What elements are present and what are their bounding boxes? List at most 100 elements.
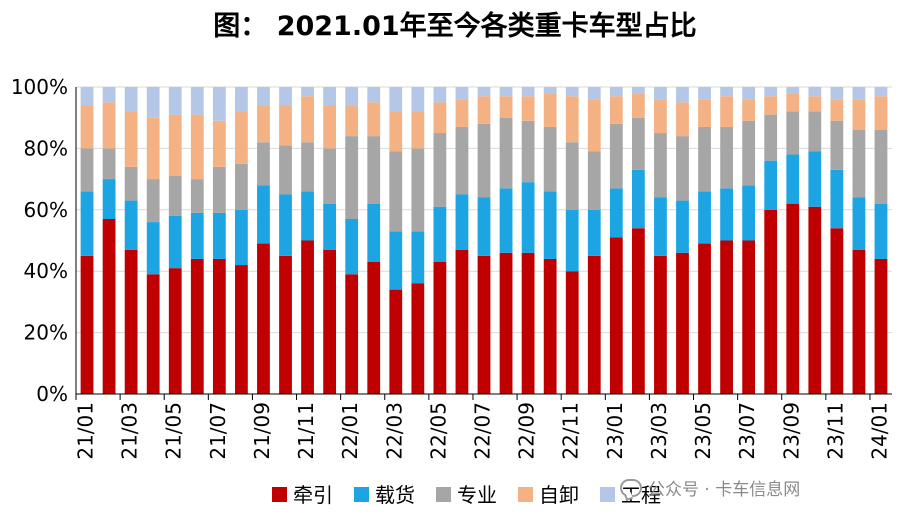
bar-segment: [102, 87, 116, 103]
legend-swatch: [518, 487, 533, 502]
bar-segment: [587, 87, 601, 100]
bar-segment: [433, 87, 447, 103]
bar-segment: [301, 191, 314, 241]
bar-segment: [543, 258, 557, 394]
bar-segment: [235, 111, 248, 164]
bar-segment: [477, 255, 491, 394]
bar-segment: [499, 188, 513, 253]
y-tick-label: 40%: [24, 259, 68, 283]
bar-segment: [212, 120, 226, 167]
bar-segment: [168, 215, 182, 269]
bar-segment: [565, 209, 579, 272]
legend-swatch: [600, 487, 615, 502]
bar-segment: [676, 87, 689, 103]
bar-segment: [80, 87, 94, 106]
bar-segment: [808, 87, 822, 97]
bar-column: [301, 87, 314, 394]
bar-segment: [389, 151, 403, 232]
x-tick-label: 22/01: [338, 402, 362, 460]
bar-segment: [587, 209, 601, 256]
bar-segment: [257, 142, 270, 186]
x-tick-label: 21/01: [74, 402, 98, 460]
x-tick-label: 23/09: [779, 402, 803, 460]
bar-segment: [301, 240, 314, 394]
bar-segment: [786, 87, 800, 94]
bar-column: [499, 87, 513, 394]
bar-column: [190, 87, 204, 394]
bar-segment: [190, 212, 204, 259]
bar-segment: [786, 154, 800, 204]
bar-segment: [631, 117, 645, 170]
bar-segment: [367, 261, 381, 394]
bar-column: [102, 87, 116, 394]
bar-segment: [146, 179, 160, 223]
bar-segment: [212, 212, 226, 259]
x-tick-label: 21/05: [162, 402, 186, 460]
bar-segment: [521, 182, 535, 253]
bar-segment: [235, 163, 248, 210]
bar-segment: [367, 203, 381, 262]
bar-segment: [279, 105, 292, 146]
bar-segment: [323, 148, 337, 204]
bar-segment: [654, 87, 667, 100]
y-tick-labels: 0% 20% 40% 60% 80% 100%: [11, 75, 68, 406]
bar-segment: [521, 252, 535, 394]
bar-segment: [720, 126, 733, 189]
bar-segment: [543, 87, 557, 94]
bar-segment: [565, 271, 579, 394]
x-tick-label: 22/11: [559, 402, 583, 460]
bar-segment: [345, 219, 359, 275]
bar-segment: [698, 243, 711, 394]
x-tick-label: 23/07: [735, 402, 759, 460]
bar-column: [830, 87, 844, 394]
legend-swatch: [436, 487, 451, 502]
bar-segment: [477, 123, 491, 198]
bar-segment: [455, 194, 469, 250]
bar-segment: [631, 228, 645, 394]
bar-column: [433, 87, 447, 394]
legend-label: 载货: [375, 483, 415, 507]
bar-segment: [676, 102, 689, 137]
bar-segment: [301, 96, 314, 143]
bar-segment: [411, 87, 425, 112]
bar-segment: [676, 136, 689, 201]
bar-segment: [609, 237, 623, 394]
bar-segment: [808, 151, 822, 207]
x-tick-label: 22/03: [382, 402, 406, 460]
bar-segment: [631, 93, 645, 118]
bar-segment: [874, 87, 888, 97]
bar-column: [852, 87, 866, 394]
bar-segment: [102, 179, 116, 220]
bar-segment: [477, 96, 491, 124]
bar-segment: [742, 99, 756, 121]
bar-column: [764, 87, 778, 394]
bar-segment: [609, 188, 623, 238]
x-tick-label: 22/09: [515, 402, 539, 460]
bar-segment: [212, 258, 226, 394]
bar-segment: [367, 87, 381, 103]
bar-segment: [764, 87, 778, 97]
bar-segment: [124, 87, 138, 112]
bar-segment: [323, 249, 337, 394]
bar-column: [279, 87, 292, 394]
bar-column: [323, 87, 337, 394]
bar-column: [698, 87, 711, 394]
bar-segment: [786, 111, 800, 155]
bar-segment: [257, 87, 270, 106]
bar-segment: [565, 96, 579, 143]
bar-segment: [301, 87, 314, 97]
x-tick-label: 21/11: [294, 402, 318, 460]
bar-column: [543, 87, 557, 394]
bar-segment: [477, 197, 491, 256]
bar-segment: [764, 209, 778, 394]
bar-segment: [830, 169, 844, 229]
legend: 牵引 载货 专业 自卸 工程: [272, 483, 661, 507]
bar-column: [521, 87, 535, 394]
bar-segment: [411, 231, 425, 284]
bar-segment: [323, 203, 337, 250]
bar-segment: [874, 129, 888, 204]
bar-segment: [676, 252, 689, 394]
bar-segment: [124, 166, 138, 201]
bar-segment: [455, 87, 469, 100]
bar-segment: [212, 166, 226, 213]
